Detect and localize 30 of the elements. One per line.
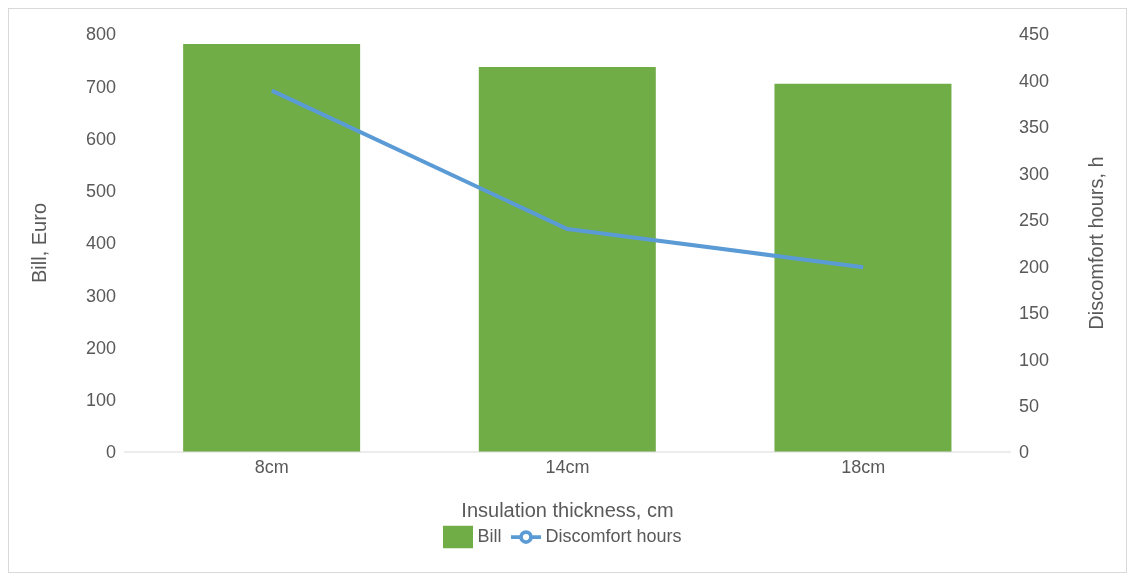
bar: [183, 43, 361, 452]
y2-tick-label: 100: [1019, 349, 1050, 370]
y-tick-label: 700: [85, 76, 116, 97]
y2-tick-label: 200: [1019, 256, 1050, 277]
y-tick-label: 100: [85, 390, 116, 411]
y2-axis-title: Discomfort hours, h: [1085, 156, 1108, 330]
y2-tick-label: 50: [1019, 395, 1040, 416]
x-tick-label: 18cm: [841, 456, 886, 477]
x-tick-label: 14cm: [545, 456, 590, 477]
bar: [478, 66, 656, 452]
y2-tick-label: 250: [1019, 210, 1050, 231]
y2-tick-label: 0: [1019, 442, 1030, 463]
x-axis-title: Insulation thickness, cm: [461, 499, 674, 521]
bar: [774, 83, 952, 452]
legend-label: Discomfort hours: [545, 525, 682, 546]
y-tick-label: 500: [85, 181, 116, 202]
y-tick-label: 400: [85, 233, 116, 254]
legend-label: Bill: [477, 525, 502, 546]
y-tick-label: 300: [85, 285, 116, 306]
y2-tick-label: 150: [1019, 303, 1050, 324]
y2-tick-label: 400: [1019, 70, 1050, 91]
y2-tick-label: 350: [1019, 117, 1050, 138]
x-tick-label: 8cm: [254, 456, 289, 477]
y-tick-label: 800: [85, 24, 116, 45]
y-tick-label: 200: [85, 337, 116, 358]
y-tick-label: 0: [105, 442, 116, 463]
y-axis-title: Bill, Euro: [28, 202, 51, 284]
y2-tick-label: 450: [1019, 24, 1050, 45]
y-tick-label: 600: [85, 128, 116, 149]
y2-tick-label: 300: [1019, 163, 1050, 184]
